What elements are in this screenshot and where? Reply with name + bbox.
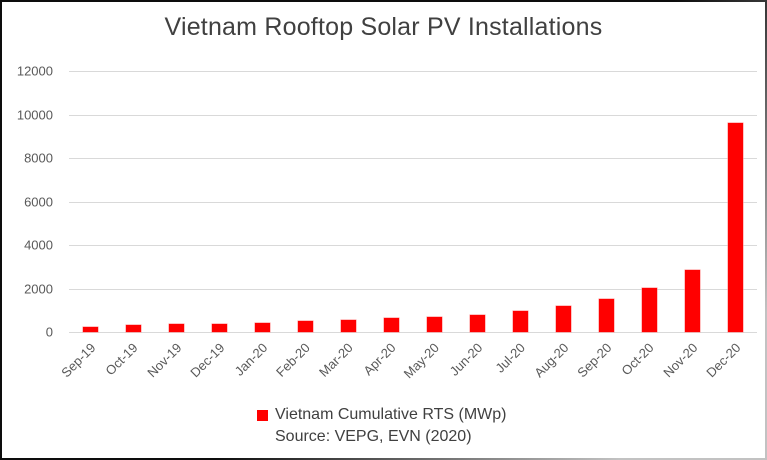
x-tick-label: Oct-20 <box>618 340 658 379</box>
y-tick-label: 8000 <box>24 150 53 166</box>
y-tick-label: 12000 <box>16 63 53 79</box>
gridline <box>69 114 757 116</box>
bar-Nov-19 <box>169 324 184 332</box>
bar-Dec-20 <box>728 123 743 332</box>
plot-area <box>69 71 757 333</box>
x-tick-label: Jul-20 <box>492 340 529 376</box>
x-tick-label: Dec-19 <box>186 340 228 381</box>
x-tick-label: Sep-19 <box>57 340 99 381</box>
bar-Nov-20 <box>685 269 700 332</box>
gridline <box>69 288 757 290</box>
chart-title: Vietnam Rooftop Solar PV Installations <box>164 13 603 41</box>
gridline <box>69 332 757 333</box>
x-tick-label: Aug-20 <box>530 340 572 381</box>
x-tick-label: Sep-20 <box>573 340 615 381</box>
legend-swatch-icon <box>257 410 268 421</box>
bar-Apr-20 <box>384 318 399 332</box>
y-tick-label: 4000 <box>24 237 53 253</box>
gridline <box>69 71 757 72</box>
bar-Oct-20 <box>642 288 657 332</box>
x-tick-label: Jan-20 <box>231 340 271 379</box>
bar-Oct-19 <box>126 325 141 332</box>
x-tick-label: Jun-20 <box>446 340 486 379</box>
x-tick-label: Oct-19 <box>102 340 142 379</box>
y-tick-label: 2000 <box>24 281 53 296</box>
gridline <box>69 158 757 159</box>
x-tick-label: Dec-20 <box>702 340 744 381</box>
legend-label: Vietnam Cumulative RTS (MWp) <box>275 406 507 423</box>
bar-Sep-20 <box>599 299 614 332</box>
legend: Vietnam Cumulative RTS (MWp) <box>257 406 506 424</box>
bar-Mar-20 <box>341 319 356 332</box>
bar-Dec-19 <box>212 323 227 332</box>
x-tick-label: Nov-20 <box>659 340 701 381</box>
y-tick-label: 0 <box>45 324 53 340</box>
bar-May-20 <box>427 317 442 332</box>
gridline <box>69 245 757 246</box>
bar-Sep-19 <box>83 326 98 332</box>
x-tick-label: Mar-20 <box>316 340 357 380</box>
y-tick-label: 10000 <box>16 107 53 122</box>
bar-Jan-20 <box>255 322 270 332</box>
bar-Jun-20 <box>470 315 485 332</box>
x-tick-label: Nov-19 <box>143 340 185 381</box>
gridline <box>69 201 757 203</box>
x-tick-label: Apr-20 <box>360 340 400 379</box>
bar-Feb-20 <box>298 321 313 332</box>
bar-Aug-20 <box>556 306 571 332</box>
bar-Jul-20 <box>513 310 528 332</box>
x-tick-label: Feb-20 <box>273 340 314 380</box>
x-tick-label: May-20 <box>400 340 443 382</box>
source-note: Source: VEPG, EVN (2020) <box>275 428 472 445</box>
y-tick-label: 6000 <box>24 194 53 209</box>
